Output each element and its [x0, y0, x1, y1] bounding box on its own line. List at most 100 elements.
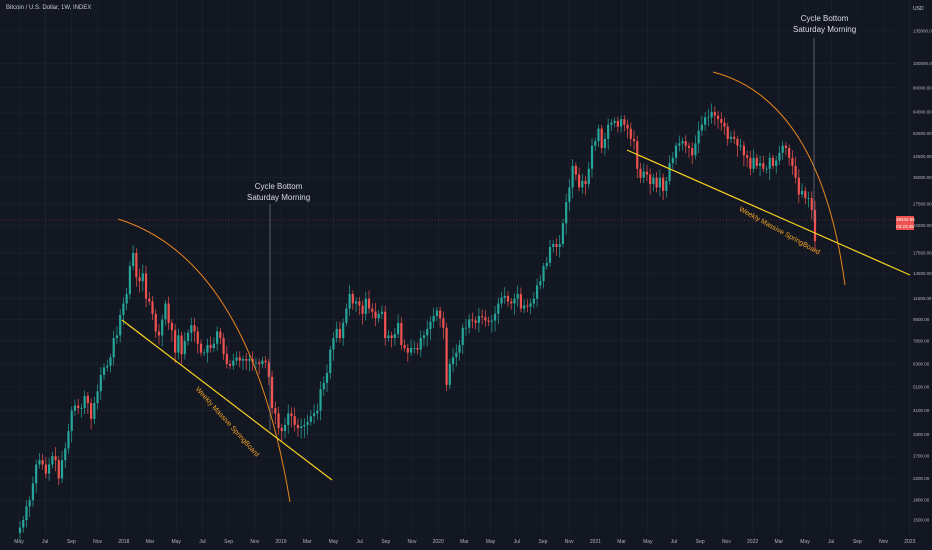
x-tick-label: May — [171, 539, 181, 545]
x-tick-label: Sep — [853, 539, 862, 545]
candle-body — [788, 147, 791, 158]
candle-body — [791, 157, 794, 166]
x-tick-label: Jul — [514, 539, 520, 545]
candle-body — [800, 190, 804, 195]
candle-body — [461, 327, 464, 346]
candle-body — [51, 456, 54, 465]
candle-body — [167, 303, 170, 323]
y-tick-label: 6300.00 — [913, 362, 930, 367]
candle-body — [807, 198, 810, 199]
candle-body — [481, 316, 484, 318]
candle-body — [532, 298, 535, 304]
candle-body — [810, 198, 813, 211]
x-tick-label: Jul — [199, 539, 205, 545]
last-price-tag: 19442.55 — [896, 216, 915, 223]
candle-body — [132, 253, 135, 267]
candle-body — [464, 327, 468, 329]
candle-body — [199, 343, 203, 353]
y-tick-label: 2200.00 — [913, 476, 930, 481]
candle-body — [38, 460, 41, 465]
candle-body — [435, 310, 438, 317]
candle-body — [112, 338, 115, 358]
cycle-bottom-1-line2: Saturday Morning — [247, 193, 311, 202]
y-tick-label: 52500.00 — [913, 131, 932, 136]
candle-body — [141, 273, 144, 282]
x-tick-label: May — [486, 539, 496, 545]
trend-line-1 — [121, 319, 333, 481]
candle-body — [54, 456, 57, 461]
x-tick-label: Jul — [356, 539, 362, 545]
candle-body — [35, 464, 38, 484]
candle-body — [707, 117, 710, 119]
candle-body — [258, 362, 261, 365]
trend-line-2 — [626, 149, 911, 276]
y-tick-label: 22500.00 — [913, 223, 932, 228]
candle-body — [329, 349, 332, 374]
candle-body — [57, 460, 60, 479]
candle-body — [429, 321, 432, 329]
candle-body — [128, 266, 131, 295]
candle-body — [768, 157, 771, 169]
candle-body — [403, 345, 406, 349]
candle-body — [736, 138, 739, 146]
candle-body — [616, 120, 619, 127]
y-tick-label: 100000.00 — [913, 61, 932, 66]
candle-body — [529, 303, 532, 307]
candle-body — [161, 319, 164, 336]
candle-body — [47, 464, 51, 474]
candle-body — [225, 354, 228, 365]
x-tick-label: 2022 — [747, 539, 758, 545]
candle-body — [148, 298, 151, 302]
x-tick-label: Jul — [42, 539, 48, 545]
candle-body — [432, 316, 435, 322]
candle-body — [490, 320, 493, 322]
candle-body — [332, 338, 335, 350]
x-tick-label: Nov — [879, 539, 888, 545]
candle-body — [41, 460, 44, 465]
candle-body — [781, 145, 784, 153]
candle-body — [749, 157, 752, 169]
candle-body — [358, 301, 361, 306]
candle-body — [519, 294, 523, 309]
candle-body — [649, 174, 652, 185]
candle-body — [448, 364, 451, 385]
candle-body — [632, 138, 636, 142]
candle-body — [471, 319, 474, 321]
candle-body — [77, 405, 80, 409]
candle-body — [584, 180, 587, 185]
candle-body — [393, 334, 396, 339]
candle-body — [222, 338, 225, 355]
y-tick-label: 7800.00 — [913, 338, 930, 343]
candle-body — [445, 327, 448, 385]
candle-body — [729, 136, 733, 139]
y-tick-label: 64000.00 — [913, 110, 932, 115]
candle-body — [384, 311, 387, 339]
candle-body — [500, 297, 503, 304]
candle-body — [219, 331, 222, 339]
candle-body — [216, 331, 219, 344]
candle-body — [235, 357, 238, 361]
x-tick-label: May — [800, 539, 810, 545]
x-tick-label: Nov — [722, 539, 731, 545]
candle-body — [267, 362, 270, 377]
grid — [0, 0, 911, 535]
candle-body — [73, 405, 77, 411]
candle-body — [426, 328, 429, 336]
candle-body — [642, 171, 645, 178]
candle-body — [742, 145, 746, 156]
candle-body — [374, 311, 377, 319]
candle-body — [312, 413, 316, 417]
y-tick-label: 135000.00 — [913, 29, 932, 34]
candle-body — [99, 374, 102, 392]
candle-body — [439, 310, 442, 319]
candle-body — [697, 130, 700, 144]
candle-body — [710, 112, 713, 118]
candle-body — [716, 115, 720, 120]
candle-body — [342, 322, 345, 339]
candle-body — [442, 318, 445, 328]
candle-body — [758, 163, 762, 166]
y-tick-label: 27500.00 — [913, 201, 932, 206]
candle-body — [474, 320, 477, 323]
candle-body — [209, 345, 212, 349]
candle-body — [364, 298, 367, 314]
